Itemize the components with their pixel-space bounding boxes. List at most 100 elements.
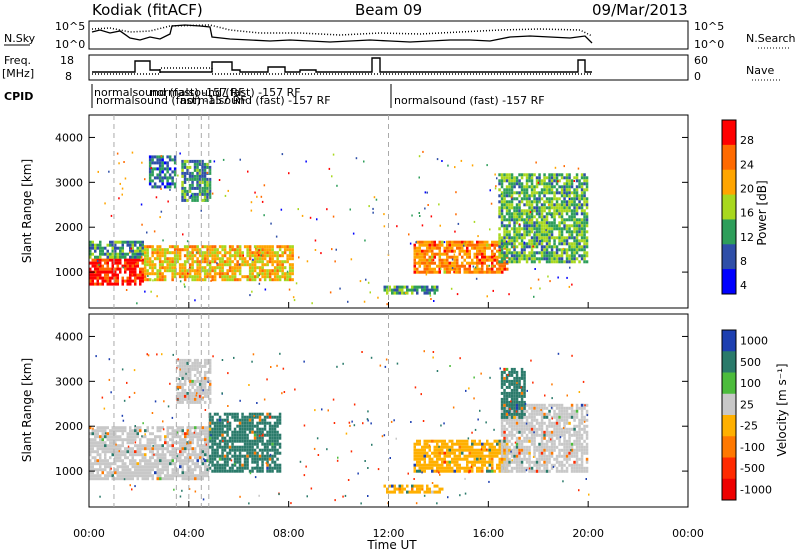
power-cell <box>548 257 551 261</box>
power-cell <box>528 251 531 255</box>
velocity-cell <box>253 439 257 443</box>
velocity-cell <box>565 454 569 458</box>
power-cell <box>423 270 426 274</box>
velocity-cell <box>248 418 252 422</box>
velocity-cell <box>471 454 474 458</box>
power-cell <box>513 242 516 246</box>
power-cell <box>530 215 534 219</box>
velocity-cell <box>216 412 219 416</box>
velocity-cell <box>131 456 134 460</box>
power-cell <box>491 249 494 253</box>
velocity-cell <box>273 433 277 437</box>
power-cell <box>478 267 481 271</box>
power-speck <box>454 166 456 169</box>
power-cell <box>198 275 202 279</box>
velocity-cell <box>458 439 461 443</box>
velocity-cell <box>268 424 272 428</box>
power-cell <box>488 270 491 274</box>
power-speck <box>261 200 264 203</box>
power-cell <box>423 258 426 262</box>
power-cell <box>535 182 539 186</box>
power-cell <box>523 227 526 231</box>
power-speck <box>305 160 307 163</box>
power-cell <box>231 248 234 252</box>
power-cell <box>131 270 134 274</box>
velocity-cell <box>116 471 119 475</box>
velocity-cell <box>500 415 504 419</box>
power-cell <box>208 254 212 258</box>
power-cell <box>535 179 539 183</box>
velocity-cell <box>131 471 134 475</box>
power-cell <box>208 266 212 270</box>
velocity-cell <box>518 403 521 407</box>
power-cell <box>393 291 396 295</box>
velocity-cell <box>131 462 134 466</box>
power-cell <box>193 162 197 166</box>
power-cell <box>211 275 214 279</box>
power-cell <box>565 188 569 192</box>
velocity-cell <box>181 441 184 445</box>
velocity-cell <box>189 432 192 436</box>
nave-trace <box>92 67 592 75</box>
power-cell <box>535 236 539 240</box>
power-cell <box>101 249 104 253</box>
velocity-cell <box>575 403 579 407</box>
power-cell <box>558 242 561 246</box>
power-cell <box>193 198 197 202</box>
power-cell <box>553 185 556 189</box>
velocity-cell <box>104 447 107 451</box>
power-cell <box>158 248 162 252</box>
power-cell <box>256 257 259 261</box>
power-cell <box>248 248 252 252</box>
power-speck <box>182 233 184 236</box>
velocity-cell <box>186 397 189 401</box>
velocity-cell <box>213 427 217 431</box>
velocity-cell <box>109 471 112 475</box>
power-speck <box>497 263 499 266</box>
power-cells <box>89 150 589 306</box>
power-cell <box>580 224 584 228</box>
velocity-cell <box>538 451 541 455</box>
power-cell <box>431 240 434 244</box>
velocity-cell <box>563 433 566 437</box>
power-cell <box>291 251 294 255</box>
velocity-cell <box>211 442 214 446</box>
velocity-cell <box>540 442 544 446</box>
velocity-cell <box>131 432 134 436</box>
power-cell <box>181 248 184 252</box>
power-cell <box>535 218 539 222</box>
velocity-speck <box>134 425 136 427</box>
velocity-cell <box>91 429 94 433</box>
power-cell <box>433 270 436 274</box>
velocity-cell <box>119 438 122 442</box>
velocity-cell <box>473 442 476 446</box>
power-cell <box>401 291 404 295</box>
power-cell <box>161 158 164 162</box>
velocity-cell <box>578 418 581 422</box>
velocity-cell <box>478 442 481 446</box>
velocity-cell <box>451 442 454 446</box>
power-cell <box>94 255 97 259</box>
power-cell <box>193 278 197 282</box>
velocity-cell <box>196 426 199 430</box>
velocity-cell <box>523 415 526 419</box>
power-cell <box>119 267 122 271</box>
velocity-cell <box>578 424 581 428</box>
power-cell <box>555 191 559 195</box>
power-cell <box>530 248 534 252</box>
power-cell <box>510 227 514 231</box>
power-cell <box>585 236 589 240</box>
velocity-cell <box>530 415 534 419</box>
velocity-cell <box>169 474 172 478</box>
velocity-cell <box>251 415 254 419</box>
velocity-cell <box>530 430 534 434</box>
power-cell <box>181 168 184 172</box>
power-cell <box>163 278 167 282</box>
velocity-cell <box>583 427 586 431</box>
power-cell <box>443 249 446 253</box>
velocity-cell <box>174 462 177 466</box>
power-cell <box>201 269 204 273</box>
velocity-cell <box>453 460 456 464</box>
velocity-cell <box>181 385 184 389</box>
velocity-cell <box>523 394 526 398</box>
